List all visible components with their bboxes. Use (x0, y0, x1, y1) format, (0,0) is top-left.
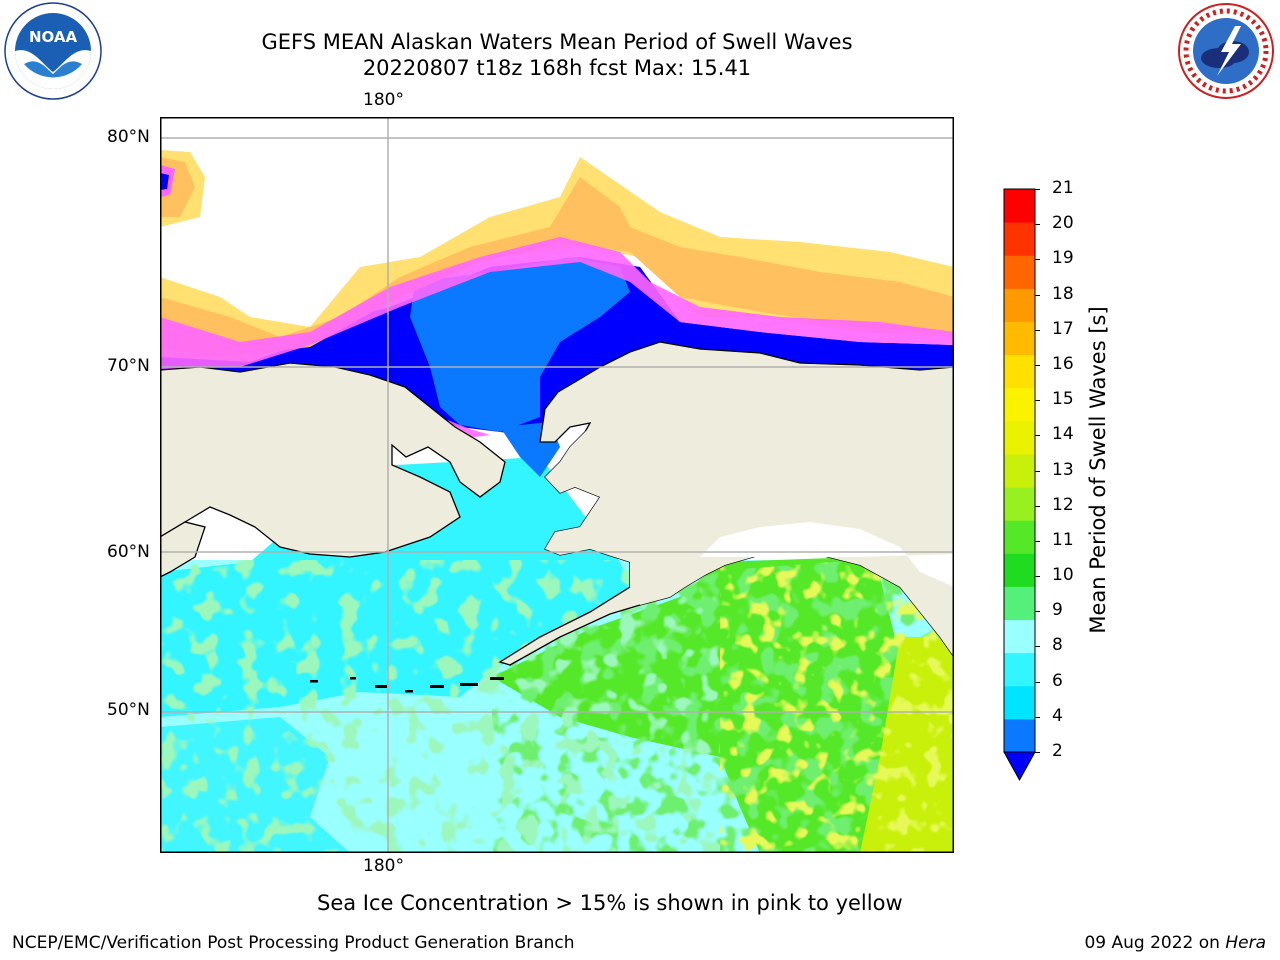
colorbar-segment (1004, 453, 1035, 488)
colorbar-tick-mark (1035, 540, 1040, 542)
colorbar-tick-label: 6 (1052, 670, 1063, 691)
map-svg (159, 117, 955, 853)
colorbar-segment (1004, 586, 1035, 621)
noaa-logo-icon: NOAA (4, 2, 102, 100)
colorbar-tick-mark (1035, 681, 1040, 683)
colorbar-tick-label: 9 (1052, 600, 1063, 621)
colorbar-segment (1004, 321, 1035, 356)
colorbar-segment (1004, 189, 1035, 223)
colorbar-tick-mark (1035, 400, 1040, 402)
colorbar-tick-label: 20 (1052, 213, 1074, 234)
machine-name: Hera (1225, 933, 1266, 953)
colorbar-segment (1004, 222, 1035, 256)
colorbar-segment (1004, 619, 1035, 654)
colorbar-segment (1004, 718, 1035, 753)
colorbar-tick-label: 19 (1052, 248, 1074, 269)
colorbar-tick-mark (1035, 259, 1040, 261)
colorbar-segment (1004, 553, 1035, 587)
aleutian-islands (310, 677, 504, 693)
noaa-logo-text: NOAA (29, 28, 78, 46)
colorbar-tick-label: 12 (1052, 494, 1074, 515)
colorbar-segment (1004, 652, 1035, 687)
colorbar-segment (1004, 354, 1035, 389)
colorbar-tick-label: 16 (1052, 353, 1074, 374)
colorbar-tick-mark (1035, 224, 1040, 226)
colorbar (1000, 186, 1040, 786)
colorbar-tick-mark (1035, 364, 1040, 366)
nws-logo-icon (1178, 3, 1274, 99)
arctic-swell-2-4s (410, 257, 630, 432)
colorbar-tick-label: 17 (1052, 318, 1074, 339)
colorbar-tick-label: 14 (1052, 424, 1074, 445)
colorbar-tick-mark (1035, 435, 1040, 437)
date-stamp-text: 09 Aug 2022 on (1084, 933, 1226, 953)
noaa-logo: NOAA (4, 2, 102, 100)
colorbar-label-text: Mean Period of Swell Waves [s] (1086, 306, 1110, 634)
colorbar-tick-label: 18 (1052, 283, 1074, 304)
colorbar-segment (1004, 487, 1035, 521)
colorbar-tick-mark (1035, 576, 1040, 578)
sea-ice-pink (160, 237, 954, 439)
colorbar-segment (1004, 387, 1035, 422)
colorbar-tick-mark (1035, 505, 1040, 507)
lon-label-top: 180° (363, 90, 404, 110)
sea-ice-blue-north (160, 173, 169, 190)
land-alaska-mainland-white (545, 367, 954, 657)
land-alaska-south-coast-blank (700, 522, 954, 587)
lat-label-60n: 60°N (107, 542, 150, 562)
colorbar-tick-mark (1035, 294, 1040, 296)
colorbar-segment (1004, 520, 1035, 554)
colorbar-tick-label: 4 (1052, 705, 1063, 726)
colorbar-segment (1004, 288, 1035, 322)
lon-label-bottom: 180° (363, 856, 404, 876)
chart-title-line1: GEFS MEAN Alaskan Waters Mean Period of … (261, 30, 853, 54)
colorbar-tick-label: 13 (1052, 459, 1074, 480)
colorbar-segment (1004, 685, 1035, 720)
colorbar-tick-mark (1035, 189, 1040, 190)
colorbar-tick-label: 21 (1052, 178, 1074, 198)
colorbar-tick-mark (1035, 646, 1040, 648)
colorbar-svg (1003, 188, 1036, 782)
colorbar-ticks: 21 20 19 18 17 16 15 14 13 12 11 10 9 8 6 4 2 (1035, 178, 1080, 786)
lat-label-80n: 80°N (107, 127, 150, 147)
colorbar-tick-label: 11 (1052, 529, 1074, 550)
colorbar-tick-mark (1035, 611, 1040, 613)
colorbar-segment (1004, 420, 1035, 455)
nws-logo (1177, 2, 1275, 100)
colorbar-tick-mark (1035, 329, 1040, 331)
chart-title-line2: 20220807 t18z 168h fcst Max: 15.41 (362, 56, 752, 80)
colorbar-tick-label: 10 (1052, 565, 1074, 586)
date-stamp: 09 Aug 2022 on Hera (1084, 933, 1266, 953)
colorbar-tick-label: 2 (1052, 741, 1063, 761)
lat-label-50n: 50°N (107, 700, 150, 720)
sea-ice-note: Sea Ice Concentration > 15% is shown in … (317, 891, 903, 915)
lat-label-70n: 70°N (107, 356, 150, 376)
colorbar-segment (1004, 255, 1035, 289)
colorbar-tick-mark (1035, 716, 1040, 718)
credit-text: NCEP/EMC/Verification Post Processing Pr… (12, 933, 575, 953)
colorbar-tick-mark (1035, 752, 1040, 753)
map-frame (160, 117, 954, 853)
colorbar-under-arrow (1003, 751, 1036, 782)
land-siberia (159, 362, 506, 558)
graticule (160, 117, 954, 853)
colorbar-tick-label: 15 (1052, 389, 1074, 410)
colorbar-tick-label: 8 (1052, 635, 1063, 656)
colorbar-segments (1004, 189, 1035, 753)
colorbar-tick-mark (1035, 470, 1040, 472)
map-panel (159, 117, 955, 853)
